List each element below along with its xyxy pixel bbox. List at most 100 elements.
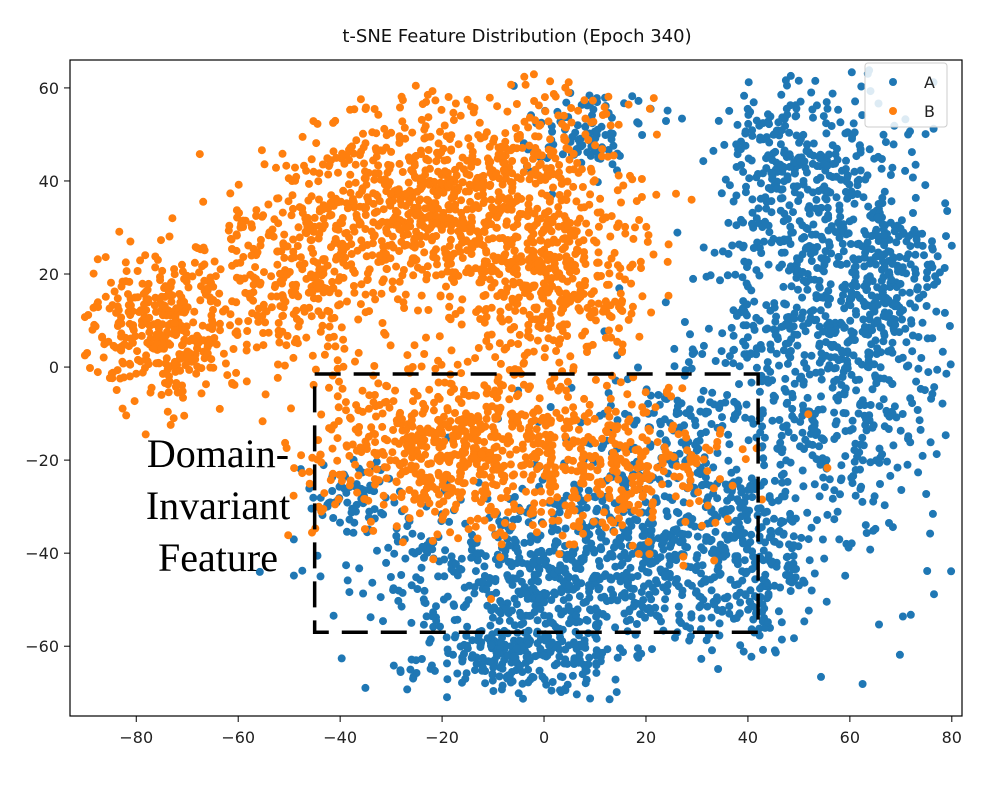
point-b <box>283 242 292 251</box>
point-a <box>436 622 444 631</box>
point-b <box>274 194 283 203</box>
point-b <box>164 388 173 397</box>
point-b <box>372 152 381 161</box>
point-a <box>846 293 855 302</box>
point-b <box>642 222 651 231</box>
point-b <box>571 261 580 270</box>
point-a <box>699 157 708 166</box>
point-a <box>316 572 325 581</box>
point-a <box>768 175 777 184</box>
point-b <box>260 268 268 277</box>
point-a <box>523 633 532 642</box>
point-a <box>379 510 388 519</box>
point-a <box>343 576 352 585</box>
point-a <box>368 578 377 587</box>
point-b <box>356 95 365 104</box>
point-a <box>759 546 768 555</box>
point-b <box>423 262 432 271</box>
point-a <box>902 338 911 347</box>
point-a <box>516 569 525 578</box>
point-b <box>101 292 110 301</box>
point-a <box>596 657 605 666</box>
point-a <box>289 571 298 580</box>
point-b <box>108 374 117 383</box>
point-a <box>871 524 880 533</box>
point-b <box>349 282 358 290</box>
point-a <box>883 457 891 466</box>
point-b <box>189 318 198 327</box>
point-b <box>519 168 528 177</box>
point-a <box>725 106 734 115</box>
point-b <box>500 252 509 261</box>
point-a <box>379 617 387 626</box>
point-b <box>230 380 239 389</box>
point-b <box>497 494 505 503</box>
point-b <box>486 169 495 178</box>
point-b <box>128 338 137 347</box>
point-a <box>533 548 542 557</box>
point-b <box>525 194 534 203</box>
point-b <box>450 188 459 197</box>
point-a <box>945 322 954 330</box>
point-a <box>728 241 737 250</box>
point-b <box>431 96 440 105</box>
point-a <box>611 675 620 684</box>
point-a <box>607 135 616 144</box>
point-a <box>743 300 752 309</box>
point-a <box>548 127 557 136</box>
point-b <box>524 223 533 232</box>
point-b <box>398 271 407 280</box>
point-b <box>513 299 522 308</box>
point-a <box>749 321 758 330</box>
point-b <box>278 279 286 288</box>
point-a <box>702 407 711 416</box>
point-b <box>144 279 153 288</box>
point-b <box>361 174 370 183</box>
point-a <box>849 119 858 128</box>
point-a <box>810 569 819 578</box>
point-a <box>858 456 867 465</box>
point-a <box>868 385 877 394</box>
point-b <box>307 244 316 253</box>
point-b <box>166 340 175 349</box>
point-b <box>615 272 624 280</box>
point-a <box>861 330 870 339</box>
point-b <box>287 254 296 263</box>
point-b <box>350 227 359 236</box>
point-b <box>307 155 316 164</box>
point-b <box>534 259 542 268</box>
point-a <box>887 275 896 284</box>
point-a <box>561 645 570 654</box>
point-b <box>377 289 386 298</box>
point-b <box>393 221 402 230</box>
point-a <box>834 218 843 227</box>
point-a <box>889 140 898 149</box>
point-a <box>805 370 814 379</box>
point-a <box>662 117 670 125</box>
point-b <box>449 108 458 117</box>
point-a <box>880 501 889 510</box>
point-b <box>343 297 351 306</box>
point-a <box>547 686 556 695</box>
point-a <box>788 389 797 398</box>
point-a <box>498 633 506 642</box>
point-b <box>284 174 293 183</box>
point-a <box>555 652 564 661</box>
point-a <box>870 492 879 501</box>
point-a <box>742 400 751 409</box>
point-b <box>424 146 433 154</box>
point-b <box>541 107 550 116</box>
point-b <box>219 307 227 316</box>
point-a <box>644 399 653 408</box>
point-b <box>311 365 320 374</box>
point-b <box>317 311 326 320</box>
point-a <box>731 270 740 279</box>
point-a <box>811 368 820 377</box>
point-a <box>763 358 772 367</box>
point-a <box>767 557 776 566</box>
point-a <box>648 559 657 568</box>
point-a <box>591 621 600 630</box>
point-a <box>847 370 856 379</box>
point-b <box>506 178 515 186</box>
point-a <box>501 605 510 614</box>
